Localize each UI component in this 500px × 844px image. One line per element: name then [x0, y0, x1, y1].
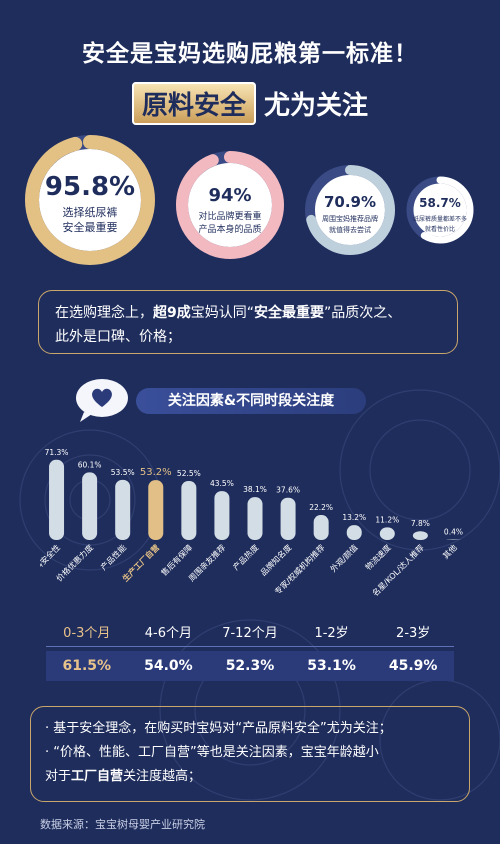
stat-ring: 58.7% 纸尿裤质量都差不多 就看性价比 [403, 173, 477, 247]
bar [280, 497, 296, 540]
bar [313, 515, 329, 540]
category-label: 产品热度 [231, 542, 261, 572]
ring-arc [25, 135, 155, 265]
ring-graphic [406, 176, 474, 244]
stat-ring: 94% 对比品牌更看重 产品本身的品质 [170, 145, 290, 265]
statement-text: 在选购理念上， [55, 305, 153, 321]
ring-description: 选择纸尿裤 [62, 206, 118, 219]
bar-value-label: 53.5% [111, 468, 135, 477]
ring-percentage: 94% [208, 185, 252, 206]
ring-description: 就值得去尝试 [329, 226, 371, 234]
bar-value-label: 71.3% [45, 448, 69, 457]
age-value-cell: 54.0% [144, 658, 193, 674]
ring-graphic [25, 135, 155, 265]
bar [82, 472, 98, 540]
bar [49, 459, 65, 540]
age-header-cell: 0-3个月 [63, 625, 111, 641]
stat-ring: 70.9% 周围宝妈推荐品牌 就值得去尝试 [300, 160, 400, 260]
data-source: 数据来源：宝宝树母婴产业研究院 [40, 818, 205, 831]
bar [214, 491, 230, 540]
age-header-cell: 2-3岁 [396, 625, 431, 641]
category-label: 售后有保障 [159, 542, 194, 577]
bar-value-label: 53.2% [140, 467, 172, 478]
subheadline: 原料安全 尤为关注 [0, 82, 500, 125]
age-value-cell: 53.1% [307, 658, 356, 674]
age-header-cell: 1-2岁 [314, 625, 349, 641]
subheadline-rest: 尤为关注 [264, 91, 369, 121]
bar-value-label: 52.5% [177, 469, 201, 478]
statement-box: 在选购理念上，超9成宝妈认同“安全最重要”品质次之、 此外是口碑、价格； [38, 290, 458, 354]
bar-value-label: 60.1% [78, 460, 102, 469]
bar [115, 479, 131, 540]
bar [181, 480, 197, 540]
bar-value-label: 22.2% [309, 503, 333, 512]
ring-percentage: 70.9% [323, 193, 377, 211]
ring-description: 安全最重要 [62, 221, 118, 234]
bar-value-label: 13.2% [342, 513, 366, 522]
note-text: 关注度越高； [123, 769, 202, 784]
ring-arc [176, 151, 284, 259]
headline: 安全是宝妈选购屁粮第一标准！ [82, 41, 418, 67]
statement-text: 宝妈认同“ [190, 305, 255, 321]
age-table-values: 61.5% 54.0% 52.3% 53.1% 45.9% [46, 651, 454, 681]
heart-icon [76, 379, 128, 422]
age-table-header: 0-3个月 4-6个月 7-12个月 1-2岁 2-3岁 [46, 616, 454, 647]
bar [412, 531, 428, 540]
note-line: 对于工厂自营关注度越高； [45, 765, 455, 789]
bar-chart: 71.3%产品原料安全性60.1%价格优惠力度53.5%产品性能53.2%生产工… [40, 448, 463, 598]
note-line: · 基于安全理念，在购买时宝妈对“产品原料安全”尤为关注； [45, 721, 392, 736]
age-value-cell: 45.9% [388, 658, 438, 674]
ring-arc [305, 165, 395, 255]
note-bold: 工厂自营 [71, 769, 124, 784]
ring-percentage: 95.8% [44, 172, 136, 202]
note-text: 对于 [45, 769, 72, 784]
stat-ring: 95.8% 选择纸尿裤安全最重要 [18, 128, 162, 272]
ring-graphic [305, 165, 395, 255]
ring-graphic [176, 151, 284, 259]
chart-title: 关注因素&不同时段关注度 [136, 388, 366, 414]
category-label: 外观/颜值 [328, 542, 360, 574]
age-value-cell: 52.3% [225, 658, 275, 674]
statement-bold: 安全最重要 [254, 305, 325, 321]
ring-description: 纸尿裤质量都差不多 [412, 216, 467, 223]
bar [247, 497, 263, 540]
highlight-label: 原料安全 [131, 82, 256, 125]
notes-box: · 基于安全理念，在购买时宝妈对“产品原料安全”尤为关注； · “价格、性能、工… [30, 706, 470, 802]
category-label: 物流速度 [363, 542, 393, 572]
bar-value-label: 43.5% [210, 479, 234, 488]
age-table: 0-3个月 4-6个月 7-12个月 1-2岁 2-3岁 61.5% 54.0% 52.3%… [46, 616, 454, 681]
ring-description: 周围宝妈推荐品牌 [322, 215, 378, 223]
category-label: 品牌知名度 [258, 542, 293, 577]
bar-value-label: 0.4% [444, 528, 463, 537]
bar [379, 527, 395, 540]
ring-percentage: 58.7% [419, 196, 461, 210]
age-value-cell: 61.5% [62, 658, 112, 674]
category-label: 产品性能 [98, 542, 128, 572]
age-header-cell: 7-12个月 [222, 625, 278, 641]
bar-value-label: 11.2% [375, 515, 399, 524]
age-header-cell: 4-6个月 [144, 625, 192, 641]
bar-value-label: 38.1% [243, 485, 267, 494]
bar [346, 525, 362, 540]
note-line: · “价格、性能、工厂自营”等也是关注因素，宝宝年龄越小 [45, 745, 379, 760]
category-label: 其他 [440, 542, 458, 560]
statement-bold: 超9成 [153, 305, 191, 321]
statement-text: 此外是口碑、价格； [55, 329, 181, 345]
bar [148, 480, 164, 540]
ring-description: 就看性价比 [424, 226, 455, 233]
bar-value-label: 7.8% [411, 519, 430, 528]
statement-text: ”品质次之、 [324, 305, 402, 321]
ring-arc [406, 176, 474, 244]
ring-description: 产品本身的品质 [198, 225, 262, 235]
bar-value-label: 37.6% [276, 486, 300, 495]
ring-description: 对比品牌更看重 [198, 212, 262, 222]
